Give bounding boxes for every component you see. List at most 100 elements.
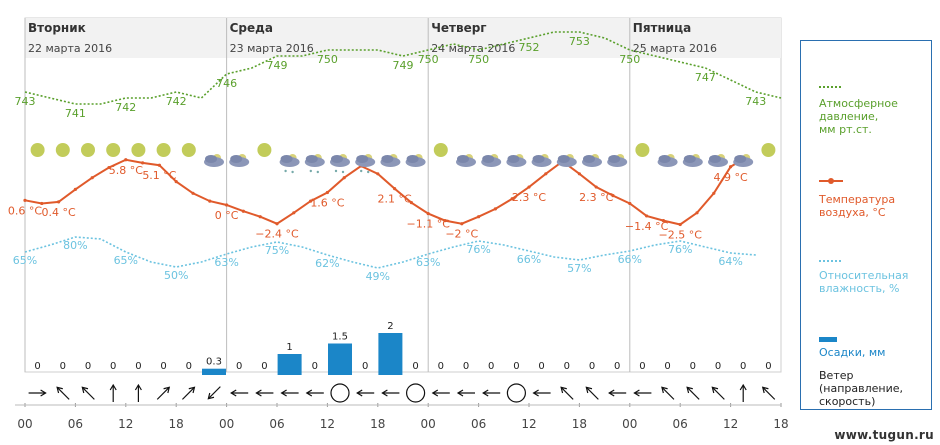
pressure-label: 747 (695, 71, 716, 84)
wind-arrow-icon (156, 386, 171, 400)
wind-arrow-icon (230, 389, 249, 397)
humidity-label: 65% (114, 254, 138, 267)
wind-arrow-icon (381, 389, 400, 397)
wind-arrow-icon (633, 389, 652, 397)
wind-arrow-shaft (711, 386, 725, 400)
wind-arrow-head (356, 389, 363, 397)
temperature-point (57, 200, 61, 204)
weather-icon-sun (156, 143, 171, 157)
cloud-icon (482, 155, 495, 163)
weather-icon-cloud (380, 154, 401, 167)
hour-tick-label: 18 (169, 417, 184, 431)
wind-arrow-shaft (56, 386, 70, 400)
wind-arrow-icon (255, 389, 274, 397)
precip-value-label: 0 (412, 361, 418, 372)
cloud-icon (305, 155, 318, 163)
pressure-label: 753 (569, 35, 590, 48)
wind-arrow-icon (608, 389, 627, 397)
temperature-point (443, 219, 447, 223)
weather-icon-sun (635, 143, 650, 157)
precip-value-label: 0 (186, 361, 192, 372)
hour-tick-label: 00 (219, 417, 234, 431)
weather-icon-sun (433, 143, 448, 157)
humidity-legend-line-1: Относительная (819, 269, 909, 282)
hour-tick-label: 06 (269, 417, 284, 431)
wind-calm-icon (330, 383, 350, 403)
day-date: 23 марта 2016 (230, 42, 314, 55)
temperature-point (611, 194, 615, 198)
wind-arrow-head (633, 389, 640, 397)
precip-value-label: 0 (664, 361, 670, 372)
precip-value-label: 0 (438, 361, 444, 372)
temperature-point (661, 219, 666, 223)
precip-value-label: 0 (488, 361, 494, 372)
wind-arrow-icon (28, 389, 47, 397)
cloud-icon (406, 155, 419, 163)
precip-value-label: 1.5 (332, 332, 348, 343)
weather-icon-cloud (582, 154, 602, 167)
temperature-point (712, 191, 716, 195)
cloud-icon (583, 155, 595, 163)
wind-arrow-head (560, 386, 567, 394)
sun-icon (106, 143, 121, 157)
sun-icon (156, 143, 171, 157)
pressure-label: 742 (166, 95, 187, 108)
pressure-legend-line-2: давление, (819, 110, 879, 123)
hour-tick-label: 12 (723, 417, 738, 431)
pressure-label: 750 (468, 53, 489, 66)
humidity-legend-line-2: влажность, % (819, 282, 900, 295)
day-name: Вторник (28, 21, 86, 35)
wind-arrow-head (532, 389, 539, 397)
wind-legend-label: Ветер (направление, скорость) (819, 369, 903, 408)
day-name: Среда (230, 21, 273, 35)
precip-bar (378, 333, 403, 375)
wind-arrow-head (661, 386, 668, 394)
temperature-point (409, 201, 413, 205)
temperature-point (426, 211, 430, 216)
precip-value-label: 0 (614, 361, 620, 372)
weather-icon-cloud (456, 154, 476, 167)
pressure-label: 750 (317, 53, 338, 66)
wind-arrow-head (81, 386, 89, 394)
hour-tick-label: 06 (673, 417, 688, 431)
precip-value-label: 0.3 (206, 357, 222, 368)
sun-icon (55, 143, 70, 157)
temperature-label: 0.4 °C (42, 206, 76, 219)
temperature-legend-label: Температура воздуха, °C (819, 193, 895, 219)
temperature-point (577, 172, 582, 176)
hour-tick-label: 12 (118, 417, 133, 431)
hour-tick-label: 12 (521, 417, 536, 431)
precip-legend-label: Осадки, мм (819, 346, 886, 359)
temperature-label: 0.6 °C (8, 204, 42, 217)
pressure-label: 750 (619, 53, 640, 66)
temperature-legend-swatch (819, 178, 843, 184)
wind-legend-line-3: скорость) (819, 395, 876, 408)
wind-calm-icon (506, 383, 527, 403)
precip-value-label: 0 (463, 361, 469, 372)
sun-icon (181, 143, 196, 157)
temperature-label: 0 °C (215, 209, 239, 222)
weather-icon-sun (30, 143, 45, 157)
forecast-chart: Вторник 22 марта 2016 Среда 23 марта 2016 Че… (8, 17, 789, 431)
wind-arrow-icon (356, 389, 375, 397)
wind-arrow-head (40, 389, 47, 397)
wind-arrow-head (585, 386, 593, 394)
weather-icon-cloud (405, 154, 426, 167)
weather-icon-snow (304, 154, 325, 174)
cloud-icon (608, 155, 621, 163)
precip-value-label: 0 (236, 361, 242, 372)
temperature-point (174, 180, 178, 184)
cloud-icon (205, 155, 217, 163)
wind-arrow-icon (109, 383, 117, 402)
sun-icon (761, 143, 776, 157)
snowflake-icon (291, 170, 294, 174)
cloud-icon (709, 155, 721, 163)
cloud-icon (331, 155, 343, 163)
snowflake-icon (367, 170, 370, 174)
wind-arrow-icon (560, 386, 574, 400)
sun-icon (131, 143, 146, 157)
wind-arrow-icon (81, 386, 95, 400)
wind-arrow-icon (661, 386, 675, 400)
precip-value-label: 0 (765, 361, 771, 372)
temperature-point (695, 211, 699, 215)
